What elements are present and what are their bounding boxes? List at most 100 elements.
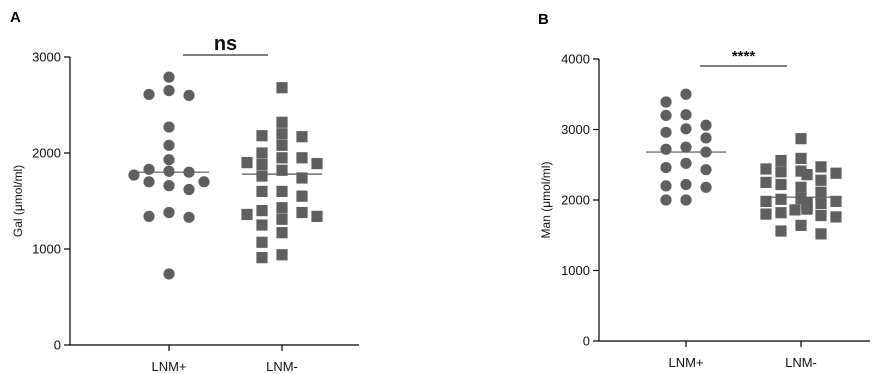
data-point — [660, 144, 671, 155]
data-point — [256, 237, 267, 248]
data-point — [276, 227, 287, 238]
data-point — [830, 211, 841, 222]
data-point — [680, 179, 691, 190]
data-point — [256, 252, 267, 263]
series-LNM+ — [128, 72, 209, 280]
data-point — [795, 133, 806, 144]
data-point — [700, 164, 711, 175]
data-point — [276, 140, 287, 151]
data-point — [660, 180, 671, 191]
data-point — [815, 187, 826, 198]
data-point — [163, 121, 174, 132]
significance-label: ns — [214, 33, 237, 55]
data-point — [680, 158, 691, 169]
y-tick-label: 3000 — [561, 122, 590, 137]
data-point — [183, 184, 194, 195]
data-point — [760, 177, 771, 188]
data-point — [775, 225, 786, 236]
data-point — [276, 152, 287, 163]
data-point — [256, 147, 267, 158]
data-point — [815, 198, 826, 209]
data-point — [276, 214, 287, 225]
data-point — [143, 164, 154, 175]
data-point — [296, 131, 307, 142]
panel-label: A — [10, 9, 21, 26]
data-point — [830, 168, 841, 179]
data-point — [660, 110, 671, 121]
y-tick-label: 0 — [583, 334, 590, 349]
data-point — [311, 211, 322, 222]
data-point — [815, 210, 826, 221]
chart-panel-B: B 0 1000 2000 3000 4000 Man (μmol/ml) LNM+ LNM- *… — [538, 11, 870, 370]
data-point — [700, 182, 711, 193]
data-point — [815, 228, 826, 239]
data-point — [256, 186, 267, 197]
x-tick-label: LNM- — [785, 355, 817, 370]
data-point — [256, 219, 267, 230]
series-LNM+ — [646, 89, 726, 206]
panel-label: B — [538, 11, 549, 28]
data-point — [276, 202, 287, 213]
data-point — [276, 249, 287, 260]
y-tick-label: 4000 — [561, 52, 590, 67]
y-axis-title: Gal (μmol/ml) — [11, 165, 25, 237]
data-point — [801, 169, 812, 180]
y-tick-label: 2000 — [32, 146, 61, 161]
data-point — [183, 167, 194, 178]
data-point — [760, 209, 771, 220]
data-point — [256, 159, 267, 170]
data-point — [775, 207, 786, 218]
y-tick-label: 3000 — [32, 50, 61, 65]
data-point — [660, 96, 671, 107]
data-point — [700, 132, 711, 143]
data-point — [276, 117, 287, 128]
data-point — [276, 128, 287, 139]
data-point — [256, 205, 267, 216]
data-point — [815, 161, 826, 172]
y-tick-label: 1000 — [32, 242, 61, 257]
data-point — [183, 90, 194, 101]
data-point — [775, 179, 786, 190]
chart-panel-A: A 0 1000 2000 3000 Gal (μmol/ml) LNM+ LNM-ns — [10, 9, 359, 374]
data-point — [163, 180, 174, 191]
y-tick-label: 1000 — [561, 263, 590, 278]
data-point — [163, 166, 174, 177]
data-point — [775, 194, 786, 205]
data-point — [256, 170, 267, 181]
data-point — [276, 165, 287, 176]
data-point — [700, 120, 711, 131]
data-point — [815, 175, 826, 186]
data-point — [143, 211, 154, 222]
data-point — [276, 82, 287, 93]
data-point — [311, 158, 322, 169]
data-point — [296, 152, 307, 163]
y-axis-title: Man (μmol/ml) — [539, 162, 553, 239]
data-point — [198, 176, 209, 187]
data-point — [801, 204, 812, 215]
x-tick-label: LNM- — [266, 359, 298, 374]
data-point — [163, 72, 174, 83]
data-point — [163, 207, 174, 218]
data-point — [660, 162, 671, 173]
data-point — [143, 89, 154, 100]
significance-label: **** — [732, 48, 756, 65]
series-LNM- — [760, 133, 841, 239]
data-point — [680, 109, 691, 120]
data-point — [241, 157, 252, 168]
data-point — [163, 140, 174, 151]
data-point — [660, 194, 671, 205]
data-point — [128, 169, 139, 180]
x-tick-label: LNM+ — [668, 355, 703, 370]
data-point — [789, 204, 800, 215]
data-point — [775, 166, 786, 177]
x-tick-label: LNM+ — [151, 359, 186, 374]
data-point — [241, 209, 252, 220]
data-point — [775, 155, 786, 166]
data-point — [760, 163, 771, 174]
data-point — [760, 196, 771, 207]
data-point — [795, 182, 806, 193]
data-point — [256, 130, 267, 141]
data-point — [276, 186, 287, 197]
data-point — [680, 194, 691, 205]
data-point — [660, 127, 671, 138]
